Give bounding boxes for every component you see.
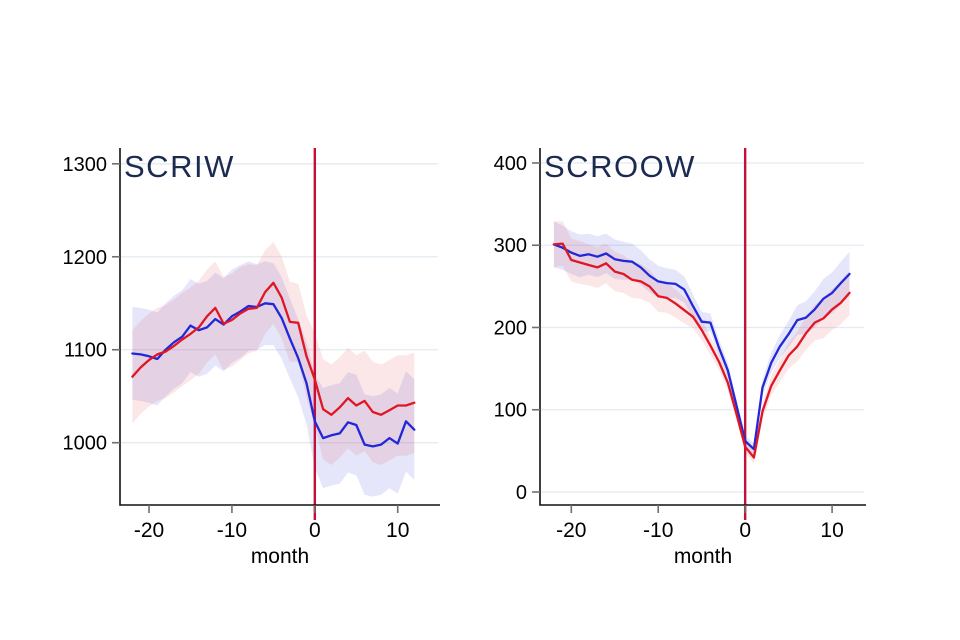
scroow-bands bbox=[553, 221, 850, 464]
scriw-red-line bbox=[131, 281, 416, 416]
scriw-ytick-label: 1000 bbox=[63, 433, 108, 455]
scriw-title: SCRIW bbox=[124, 149, 235, 184]
scroow-xtick-label: 0 bbox=[739, 519, 751, 542]
scroow-xlabel: month bbox=[674, 545, 732, 568]
scriw-xtick-label: -10 bbox=[217, 519, 247, 542]
scroow-panel: 0 100 200 300 400 -20 -10 0 10 month SCROOW bbox=[494, 148, 866, 568]
scroow-xtick-label: -10 bbox=[643, 519, 673, 542]
scroow-title: SCROOW bbox=[544, 149, 696, 184]
scriw-ytick-label: 1300 bbox=[63, 154, 108, 176]
scriw-bands bbox=[132, 241, 415, 497]
scriw-axes bbox=[119, 148, 440, 506]
scriw-red-line-band bbox=[132, 241, 415, 465]
scriw-panel: 1000 1100 1200 1300 -20 -10 0 10 month SCRIW bbox=[63, 148, 440, 568]
scroow-axes bbox=[539, 148, 866, 506]
scroow-ytick-label: 300 bbox=[494, 235, 527, 257]
scroow-ytick-label: 0 bbox=[516, 482, 527, 504]
scriw-blue-line bbox=[131, 302, 416, 448]
scriw-xtick-label: 0 bbox=[309, 519, 321, 542]
scroow-xtick-label: 10 bbox=[820, 519, 843, 542]
scroow-ytick-label: 400 bbox=[494, 153, 527, 175]
scroow-ytick-label: 100 bbox=[494, 400, 527, 422]
scroow-ytick-label: 200 bbox=[494, 317, 527, 339]
scroow-blue-line bbox=[552, 243, 851, 451]
scroow-blue-line-band bbox=[553, 221, 850, 455]
scriw-ytick-label: 1100 bbox=[64, 340, 107, 362]
scriw-xlabel: month bbox=[251, 545, 309, 568]
scriw-xtick-label: -20 bbox=[134, 519, 164, 542]
scriw-xtick-label: 10 bbox=[386, 519, 409, 542]
scriw-ytick-label: 1200 bbox=[63, 247, 108, 269]
scroow-xtick-label: -20 bbox=[556, 519, 586, 542]
scroow-red-line bbox=[552, 242, 851, 459]
scroow-red-line-band bbox=[553, 221, 850, 464]
